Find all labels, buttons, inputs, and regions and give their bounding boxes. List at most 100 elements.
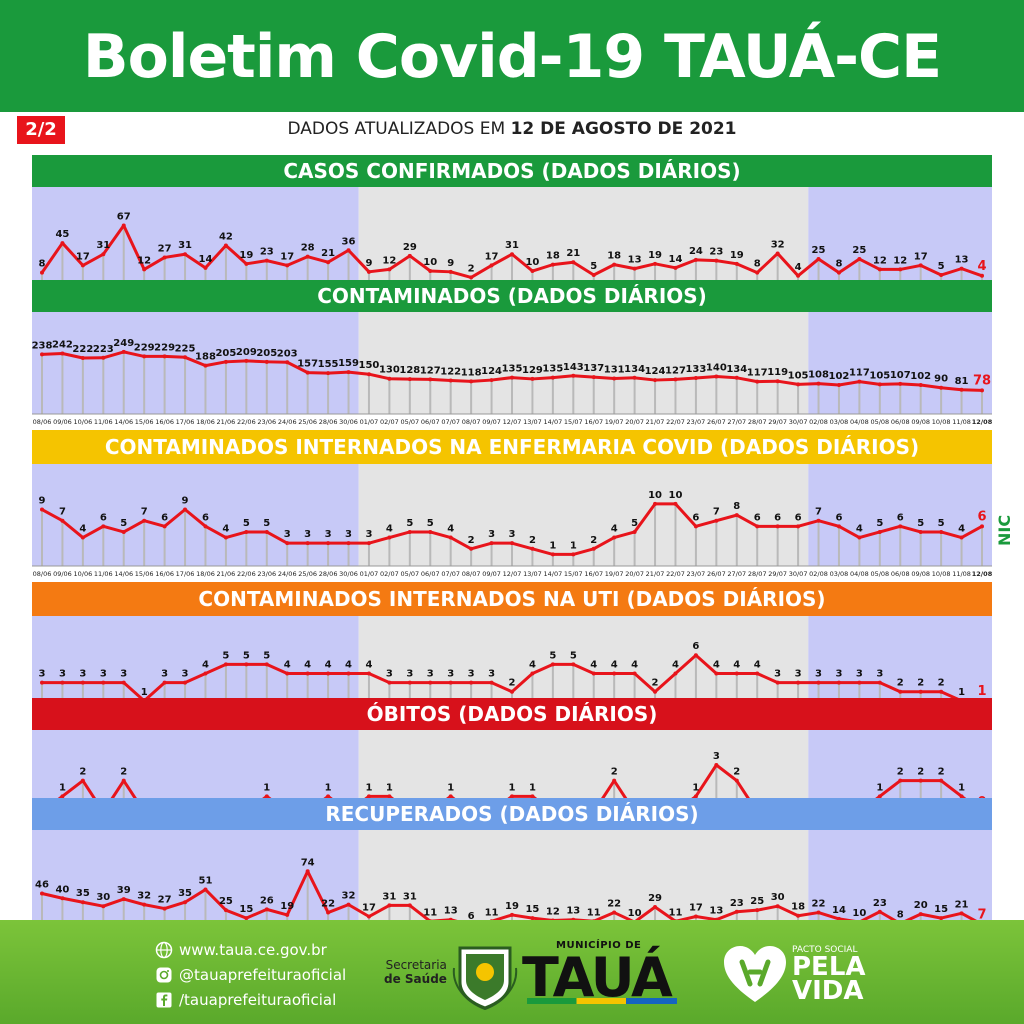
x-tick-label: 08/06 xyxy=(33,418,52,426)
x-tick-label: 14/07 xyxy=(544,418,563,426)
data-label: 1 xyxy=(447,782,454,793)
data-label: 134 xyxy=(726,364,747,375)
data-label: 102 xyxy=(910,371,931,382)
x-tick-label: 10/08 xyxy=(932,570,951,578)
data-label: 5 xyxy=(938,261,945,272)
data-point xyxy=(60,241,65,246)
x-tick-label: 16/06 xyxy=(155,570,174,578)
data-label: 2 xyxy=(509,678,516,689)
update-prefix: DADOS ATUALIZADOS EM xyxy=(287,119,511,139)
data-label: 3 xyxy=(386,669,393,680)
website-link[interactable]: www.taua.ce.gov.br xyxy=(155,937,346,962)
x-tick-label: 12/07 xyxy=(503,418,522,426)
data-point xyxy=(918,778,923,783)
data-label: 2 xyxy=(590,535,597,546)
x-tick-label: 09/06 xyxy=(53,418,72,426)
data-label: 3 xyxy=(304,529,311,540)
data-label: 3 xyxy=(120,669,127,680)
data-point xyxy=(510,541,514,546)
data-label: 5 xyxy=(406,518,413,529)
data-point xyxy=(142,354,147,359)
data-label: 5 xyxy=(263,518,270,529)
data-label: 67 xyxy=(117,212,131,223)
data-point xyxy=(980,524,984,529)
data-point xyxy=(959,387,964,392)
data-point xyxy=(632,671,637,676)
data-point xyxy=(60,896,65,901)
data-label: 23 xyxy=(730,898,744,909)
data-label: 18 xyxy=(607,251,621,262)
x-tick-label: 10/06 xyxy=(74,418,93,426)
data-label: 46 xyxy=(35,880,49,891)
data-label: 1 xyxy=(692,782,699,793)
data-point xyxy=(101,904,106,909)
footer-links: www.taua.ce.gov.br @tauaprefeituraoficia… xyxy=(155,937,346,1012)
data-label: 10 xyxy=(525,257,539,268)
data-point xyxy=(407,680,412,685)
x-tick-label: 24/06 xyxy=(278,418,297,426)
data-point xyxy=(223,662,228,667)
data-label: 4 xyxy=(856,524,863,535)
data-label: 21 xyxy=(955,899,969,910)
data-point xyxy=(755,270,760,275)
chart-title: CASOS CONFIRMADOS (DADOS DIÁRIOS) xyxy=(32,155,992,187)
data-point xyxy=(80,778,85,783)
data-point xyxy=(40,352,44,357)
data-point xyxy=(775,904,780,909)
data-label: 29 xyxy=(648,893,662,904)
x-tick-label: 30/07 xyxy=(789,570,808,578)
x-tick-label: 12/08 xyxy=(972,418,992,426)
data-point xyxy=(550,552,555,557)
data-label: 1 xyxy=(365,782,372,793)
data-label: 205 xyxy=(256,348,277,359)
data-label: 4 xyxy=(611,659,618,670)
data-label: 45 xyxy=(55,229,69,240)
data-point xyxy=(857,535,862,540)
data-label: 1 xyxy=(141,687,148,698)
data-point xyxy=(366,794,371,799)
data-point xyxy=(80,355,85,360)
facebook-link[interactable]: /tauaprefeituraoficial xyxy=(155,987,346,1012)
data-label: 90 xyxy=(934,374,948,385)
data-label: 3 xyxy=(59,669,66,680)
data-label: 3 xyxy=(284,529,291,540)
data-point xyxy=(980,273,984,278)
data-point xyxy=(162,680,167,685)
data-label: 5 xyxy=(222,650,229,661)
data-label: 78 xyxy=(973,373,991,388)
data-label: 17 xyxy=(914,251,928,262)
data-label: 19 xyxy=(239,250,253,261)
data-label: 8 xyxy=(39,259,46,270)
data-point xyxy=(407,253,412,258)
data-label: 4 xyxy=(386,524,393,535)
data-point xyxy=(939,916,944,921)
data-point xyxy=(305,370,310,375)
data-point xyxy=(530,916,535,921)
x-tick-label: 23/07 xyxy=(687,570,706,578)
data-point xyxy=(285,263,290,268)
x-tick-label: 10/08 xyxy=(932,418,951,426)
instagram-link[interactable]: @tauaprefeituraoficial xyxy=(155,962,346,987)
pacto-line2: VIDA xyxy=(792,976,864,1006)
data-point xyxy=(877,529,882,534)
data-label: 130 xyxy=(379,365,400,376)
data-point xyxy=(959,535,964,540)
data-label: 3 xyxy=(345,529,352,540)
x-tick-label: 29/07 xyxy=(768,570,787,578)
data-label: 6 xyxy=(774,512,781,523)
data-label: 1 xyxy=(876,782,883,793)
data-point xyxy=(80,680,85,685)
data-label: 159 xyxy=(338,358,359,369)
data-label: 3 xyxy=(39,669,46,680)
data-label: 188 xyxy=(195,352,216,363)
data-label: 128 xyxy=(399,365,420,376)
data-label: 6 xyxy=(161,512,168,523)
x-tick-label: 15/06 xyxy=(135,570,154,578)
data-point xyxy=(510,794,514,799)
bg-grey-middle xyxy=(358,830,809,936)
x-tick-label: 21/06 xyxy=(217,418,236,426)
data-point xyxy=(121,897,126,902)
chart-section-0: CASOS CONFIRMADOS (DADOS DIÁRIOS)808/064… xyxy=(32,155,992,297)
data-point xyxy=(489,541,494,546)
data-label: 140 xyxy=(706,362,727,373)
